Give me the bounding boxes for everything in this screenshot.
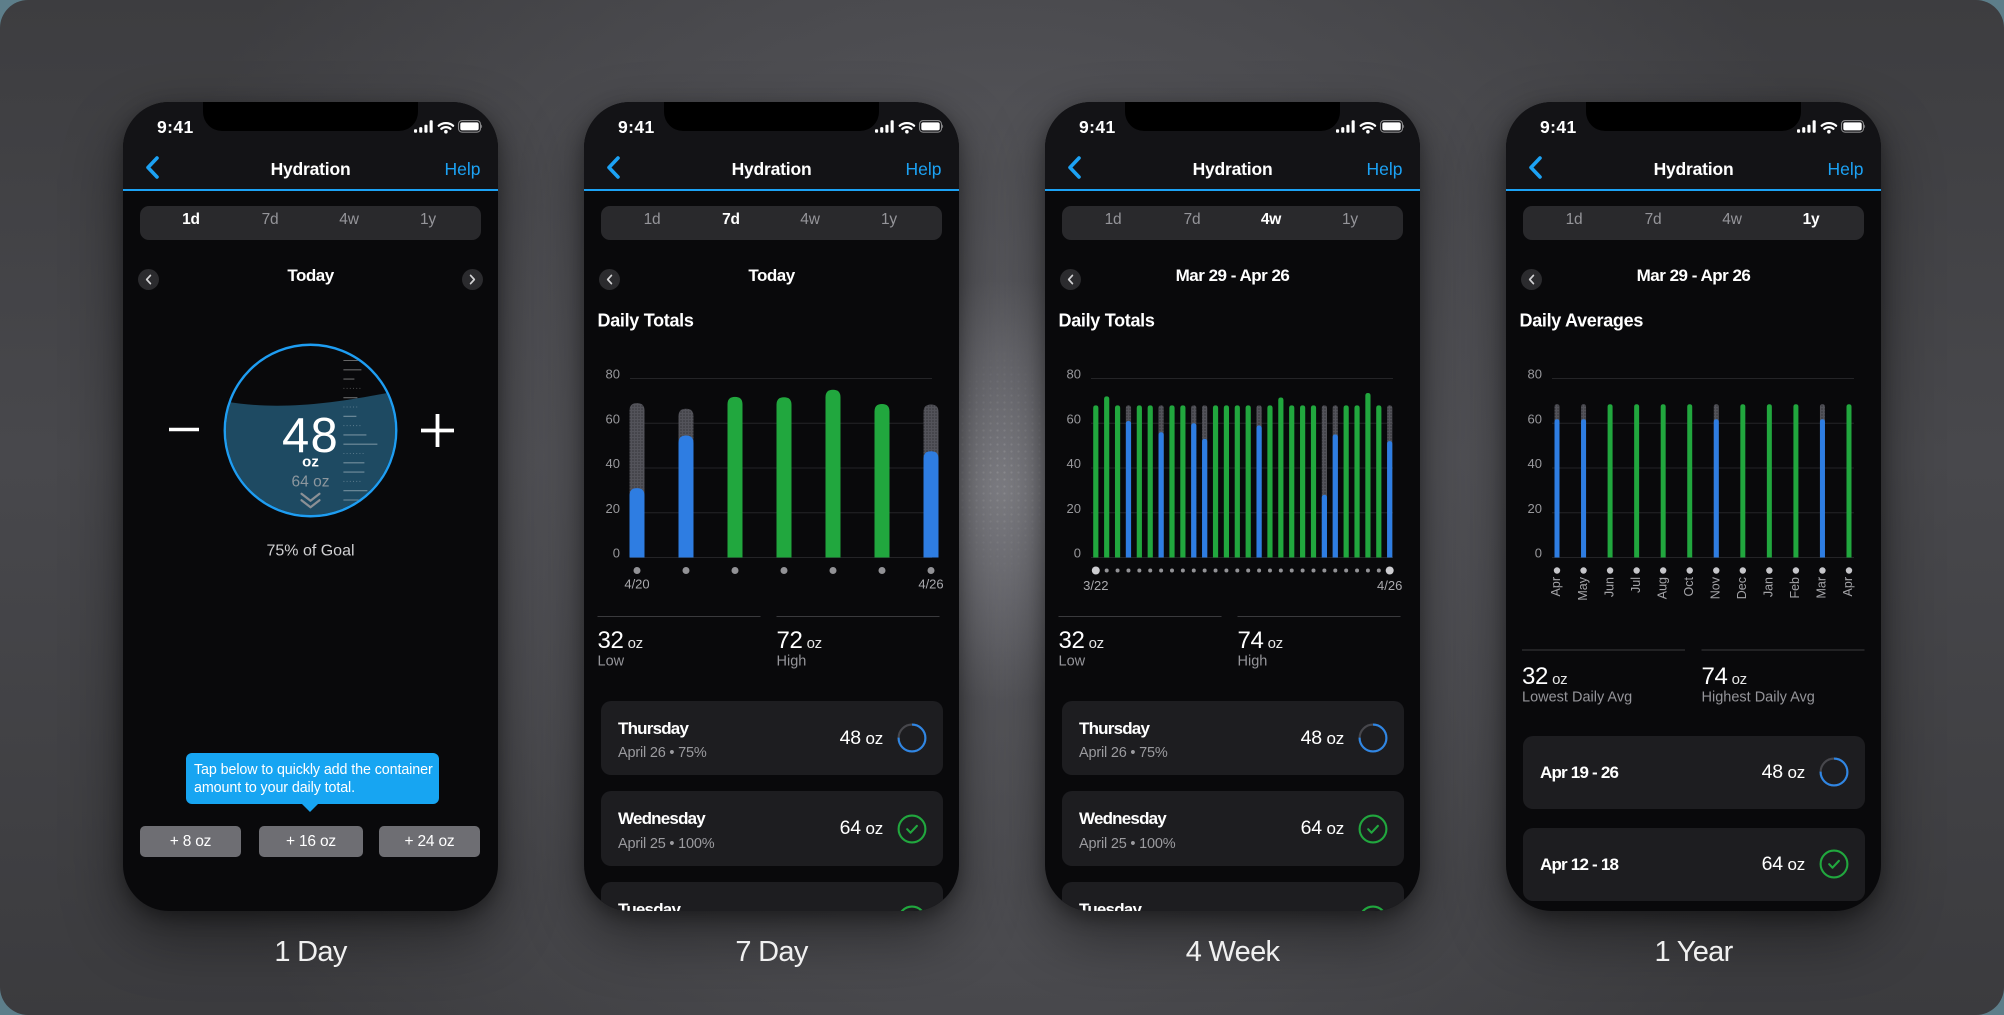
svg-text:High: High [1238, 654, 1268, 670]
svg-text:Dec: Dec [1735, 577, 1749, 599]
svg-text:Nov: Nov [1708, 576, 1722, 599]
svg-text:4/20: 4/20 [624, 577, 649, 592]
svg-text:Daily Averages: Daily Averages [1520, 311, 1644, 331]
svg-text:3/22: 3/22 [1083, 578, 1108, 593]
svg-text:40: 40 [1067, 456, 1081, 471]
svg-text:Jul: Jul [1629, 577, 1643, 593]
svg-text:80: 80 [606, 367, 620, 382]
svg-text:Jun: Jun [1602, 577, 1616, 597]
svg-text:80: 80 [1528, 367, 1542, 382]
svg-text:Daily Totals: Daily Totals [1059, 311, 1155, 331]
svg-text:Low: Low [1059, 654, 1086, 670]
svg-text:64 oz: 64 oz [292, 474, 330, 491]
svg-text:4/26: 4/26 [1377, 578, 1402, 593]
svg-text:Lowest Daily Avg: Lowest Daily Avg [1522, 689, 1632, 705]
svg-text:Highest Daily Avg: Highest Daily Avg [1702, 689, 1815, 705]
svg-text:oz: oz [302, 454, 319, 471]
svg-text:20: 20 [606, 501, 620, 516]
svg-text:0: 0 [1074, 546, 1081, 561]
svg-text:60: 60 [1528, 411, 1542, 426]
svg-text:40: 40 [606, 456, 620, 471]
svg-text:20: 20 [1067, 501, 1081, 516]
svg-text:4/26: 4/26 [918, 577, 943, 592]
svg-text:40: 40 [1528, 456, 1542, 471]
svg-text:Feb: Feb [1788, 577, 1802, 599]
svg-text:Apr: Apr [1841, 577, 1855, 596]
svg-text:80: 80 [1067, 367, 1081, 382]
svg-text:60: 60 [606, 411, 620, 426]
svg-text:Jan: Jan [1762, 577, 1776, 597]
svg-text:High: High [777, 654, 807, 670]
svg-text:Low: Low [598, 654, 625, 670]
svg-text:May: May [1576, 576, 1590, 600]
svg-text:0: 0 [1535, 546, 1542, 561]
svg-text:75% of Goal: 75% of Goal [266, 543, 354, 560]
svg-text:Oct: Oct [1682, 576, 1696, 596]
svg-text:Mar: Mar [1815, 577, 1829, 599]
svg-text:20: 20 [1528, 501, 1542, 516]
svg-text:0: 0 [613, 546, 620, 561]
svg-text:48: 48 [282, 409, 339, 463]
svg-text:Apr: Apr [1549, 577, 1563, 596]
svg-text:60: 60 [1067, 411, 1081, 426]
svg-text:Daily Totals: Daily Totals [598, 311, 694, 331]
svg-text:Aug: Aug [1655, 577, 1669, 599]
